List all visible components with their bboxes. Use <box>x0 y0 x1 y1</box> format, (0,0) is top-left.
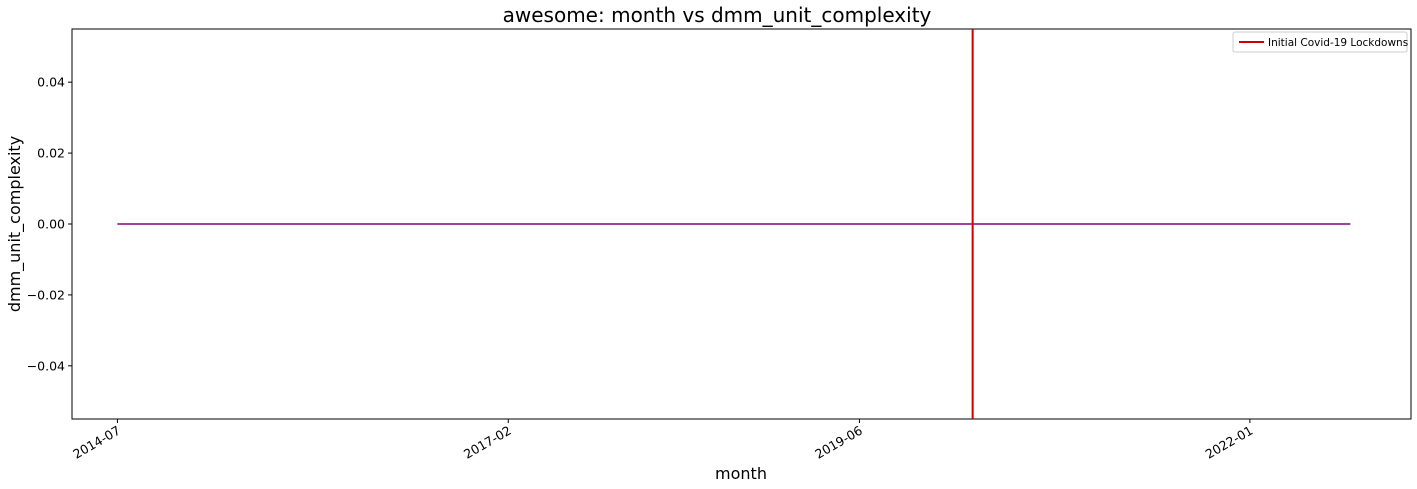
legend-label: Initial Covid-19 Lockdowns <box>1268 37 1408 49</box>
y-tick-label: 0.04 <box>37 75 65 90</box>
y-tick-label: −0.04 <box>27 358 65 373</box>
x-axis: 2014-07 2017-02 2019-06 2022-01 <box>70 419 1255 462</box>
legend-box <box>1232 31 1408 53</box>
y-tick-label: −0.02 <box>27 287 65 302</box>
y-tick-label: 0.02 <box>37 146 65 161</box>
y-axis-title: dmm_unit_complexity <box>5 136 25 312</box>
y-axis: 0.04 0.02 0.00 −0.02 −0.04 <box>27 75 72 373</box>
x-tick-label: 2019-06 <box>812 423 865 462</box>
x-axis-title: month <box>715 464 767 483</box>
y-tick-label: 0.00 <box>37 217 65 232</box>
legend: Initial Covid-19 Lockdowns <box>1232 31 1408 53</box>
x-tick-label: 2014-07 <box>70 423 123 462</box>
chart-title: awesome: month vs dmm_unit_complexity <box>503 3 932 27</box>
x-tick-label: 2017-02 <box>461 423 514 462</box>
x-tick-label: 2022-01 <box>1203 423 1256 462</box>
